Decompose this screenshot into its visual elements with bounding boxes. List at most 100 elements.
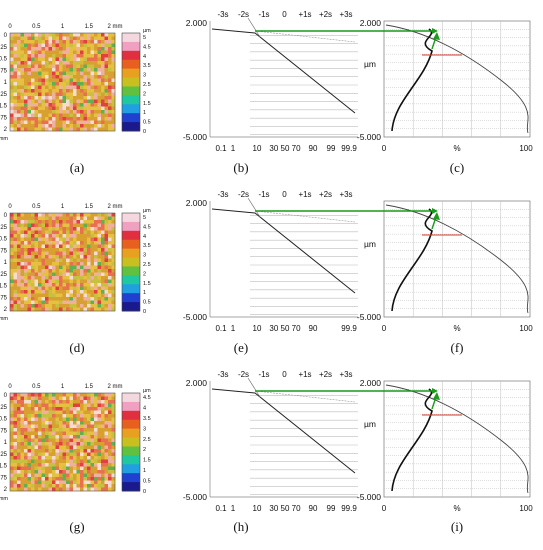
map-pixel (111, 393, 116, 397)
colorbar-band (122, 428, 140, 439)
map-pixel (83, 445, 88, 450)
map-pixel (34, 54, 39, 58)
map-pixel (13, 57, 18, 62)
map-pixel (31, 117, 35, 121)
map-pixel (38, 470, 42, 474)
map-pixel (13, 220, 18, 224)
map-pixel (41, 251, 46, 256)
map-pixel (31, 248, 35, 252)
map-pixel (90, 220, 95, 224)
map-pixel (97, 36, 102, 41)
map-pixel (48, 269, 53, 273)
map-pixel (24, 258, 28, 263)
map-pixel (62, 428, 67, 432)
map-pixel (94, 124, 98, 128)
map-pixel (66, 50, 70, 55)
map-pixel (104, 424, 109, 429)
map-pixel (10, 113, 14, 118)
map-pixel (52, 248, 56, 252)
map-pixel (13, 227, 18, 231)
map-pixel (24, 276, 28, 280)
map-pixel (13, 459, 18, 464)
map-pixel (101, 484, 105, 488)
map-pixel (104, 36, 109, 41)
map-pixel (97, 47, 102, 51)
map-pixel (20, 64, 25, 69)
map-pixel (48, 85, 53, 90)
map-pixel (24, 117, 28, 121)
map-pixel (31, 78, 35, 83)
map-pixel (17, 435, 21, 439)
map-pixel (97, 403, 102, 408)
map-pixel (17, 293, 21, 298)
map-y-tick: 1.75 (0, 475, 8, 481)
map-pixel (59, 407, 63, 411)
map-pixel (90, 407, 95, 411)
map-pixel (87, 36, 91, 41)
map-pixel (101, 230, 105, 235)
map-y-tick: 1 (4, 260, 8, 266)
colorbar-tick: 0 (143, 309, 146, 315)
map-pixel (52, 47, 56, 51)
map-frame-1 (9, 212, 116, 312)
map-pixel (24, 216, 28, 221)
map-pixel (76, 456, 81, 460)
map-pixel (90, 248, 95, 252)
map-pixel (90, 283, 95, 287)
map-pixel (66, 127, 70, 132)
map-pixel (101, 445, 105, 450)
map-pixel (73, 43, 77, 48)
map-x-tick: 0 (8, 204, 12, 210)
map-pixel (104, 442, 109, 446)
map-pixel (76, 82, 81, 86)
map-pixel (90, 487, 95, 492)
map-pixel (97, 64, 102, 69)
map-pixel (45, 57, 49, 62)
map-pixel (48, 300, 53, 305)
map-pixel (13, 304, 18, 308)
map-pixel (76, 484, 81, 488)
map-pixel (55, 216, 60, 221)
map-pixel (31, 428, 35, 432)
map-pixel (94, 99, 98, 104)
map-pixel (52, 442, 56, 446)
caption-map: (g) (69, 519, 84, 534)
map-pixel (55, 428, 60, 432)
map-pixel (20, 410, 25, 415)
map-pixel (34, 220, 39, 224)
map-pixel (34, 435, 39, 439)
map-pixel (48, 428, 53, 432)
map-pixel (80, 272, 84, 277)
map-pixel (108, 92, 112, 97)
map-pixel (20, 276, 25, 280)
map-pixel (66, 276, 70, 280)
map-pixel (73, 82, 77, 86)
prob-reference-line (254, 30, 356, 43)
map-pixel (59, 414, 63, 418)
map-pixel (55, 442, 60, 446)
map-pixel (13, 251, 18, 256)
map-pixel (55, 417, 60, 422)
map-pixel (73, 473, 77, 478)
map-pixel (69, 421, 74, 425)
map-pixel (52, 241, 56, 245)
map-pixel (90, 68, 95, 72)
map-pixel (104, 428, 109, 432)
map-pixel (20, 400, 25, 404)
map-pixel (108, 57, 112, 62)
map-pixel (66, 262, 70, 266)
map-pixel (45, 85, 49, 90)
map-pixel (73, 241, 77, 245)
map-pixel (13, 120, 18, 125)
map-pixel (80, 82, 84, 86)
map-pixel (27, 255, 32, 259)
map-pixel (104, 290, 109, 294)
map-pixel (87, 304, 91, 308)
map-pixel (41, 272, 46, 277)
map-pixel (13, 269, 18, 273)
map-pixel (90, 230, 95, 235)
map-pixel (52, 403, 56, 408)
map-pixel (59, 237, 63, 242)
map-pixel (20, 96, 25, 100)
map-pixel (111, 120, 116, 125)
